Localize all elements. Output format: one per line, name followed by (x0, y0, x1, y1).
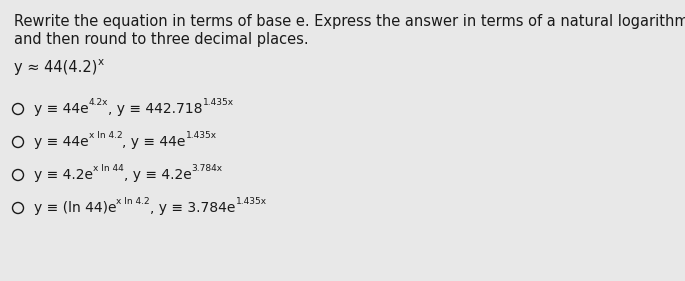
Text: and then round to three decimal places.: and then round to three decimal places. (14, 32, 309, 47)
Text: x ln 4.2: x ln 4.2 (88, 131, 122, 140)
Text: 1.435x: 1.435x (236, 197, 266, 206)
Text: y ≈ 44(4.2): y ≈ 44(4.2) (14, 60, 97, 75)
Text: x ln 44: x ln 44 (93, 164, 124, 173)
Text: Rewrite the equation in terms of base e. Express the answer in terms of a natura: Rewrite the equation in terms of base e.… (14, 14, 685, 29)
Text: 1.435x: 1.435x (203, 98, 234, 107)
Text: x ln 4.2: x ln 4.2 (116, 197, 150, 206)
Text: 1.435x: 1.435x (186, 131, 216, 140)
Text: , y ≡ 4.2e: , y ≡ 4.2e (124, 168, 192, 182)
Text: 4.2x: 4.2x (88, 98, 108, 107)
Text: , y ≡ 3.784e: , y ≡ 3.784e (150, 201, 236, 215)
Text: y ≡ 44e: y ≡ 44e (34, 135, 88, 149)
Text: , y ≡ 44e: , y ≡ 44e (122, 135, 186, 149)
Text: 3.784x: 3.784x (192, 164, 223, 173)
Text: x: x (97, 57, 103, 67)
Text: y ≡ 4.2e: y ≡ 4.2e (34, 168, 93, 182)
Text: , y ≡ 442.718: , y ≡ 442.718 (108, 102, 203, 116)
Text: y ≡ (ln 44)e: y ≡ (ln 44)e (34, 201, 116, 215)
Text: y ≡ 44e: y ≡ 44e (34, 102, 88, 116)
